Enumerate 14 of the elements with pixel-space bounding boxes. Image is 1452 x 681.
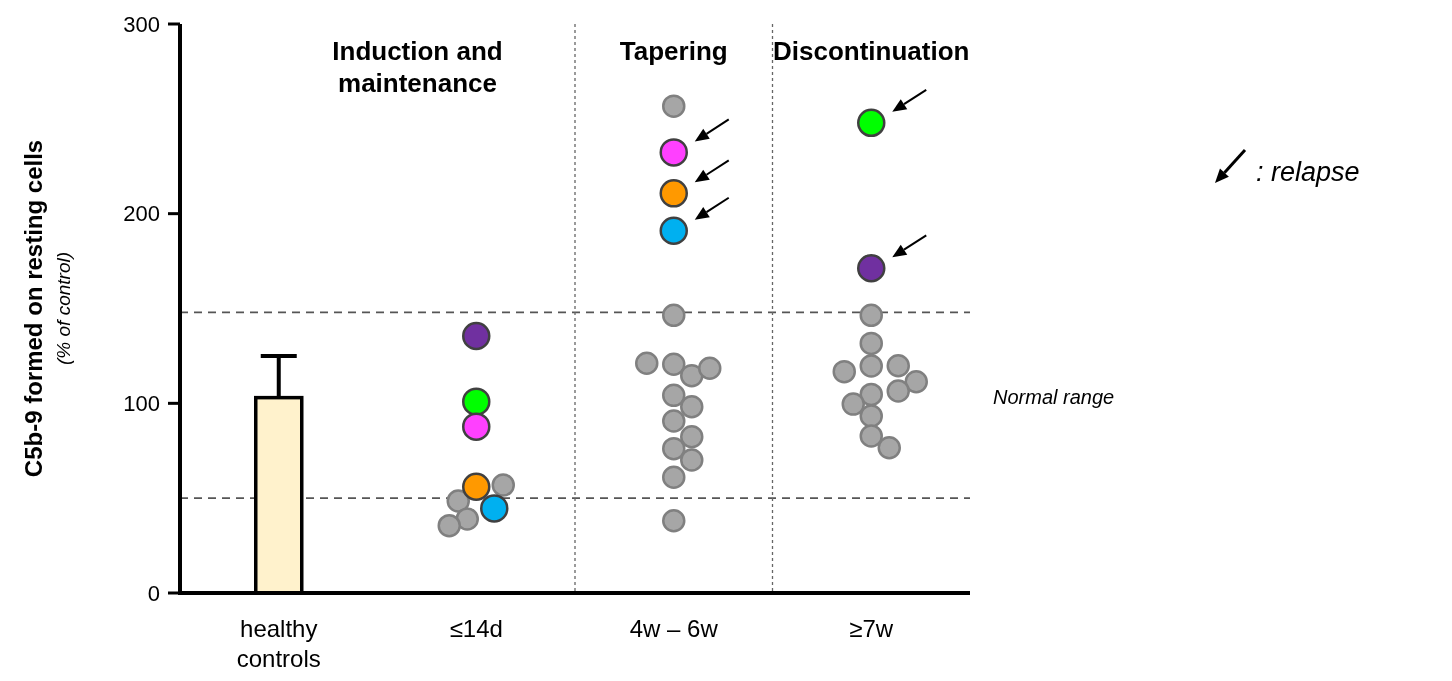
y-tick-label: 200 [123,201,160,227]
y-tick-label: 300 [123,11,160,37]
annotation: Discontinuation [773,36,970,66]
annotation: Induction and maintenance [332,36,503,98]
x-tick-label: ≥7w [849,615,894,642]
y-tick-label: 0 [147,580,160,606]
text: Normal range [993,386,1115,408]
y-axis-title: C5b-9 formed on resting cells (% of control) [20,139,74,478]
y-tick-label: 100 [123,391,160,417]
x-tick-label: ≤14d [449,615,503,642]
text: : relapse [1256,157,1360,187]
x-tick-label: healthy controls [236,615,321,672]
annotation: Tapering [619,36,728,66]
x-tick-label: 4w – 6w [629,615,719,642]
